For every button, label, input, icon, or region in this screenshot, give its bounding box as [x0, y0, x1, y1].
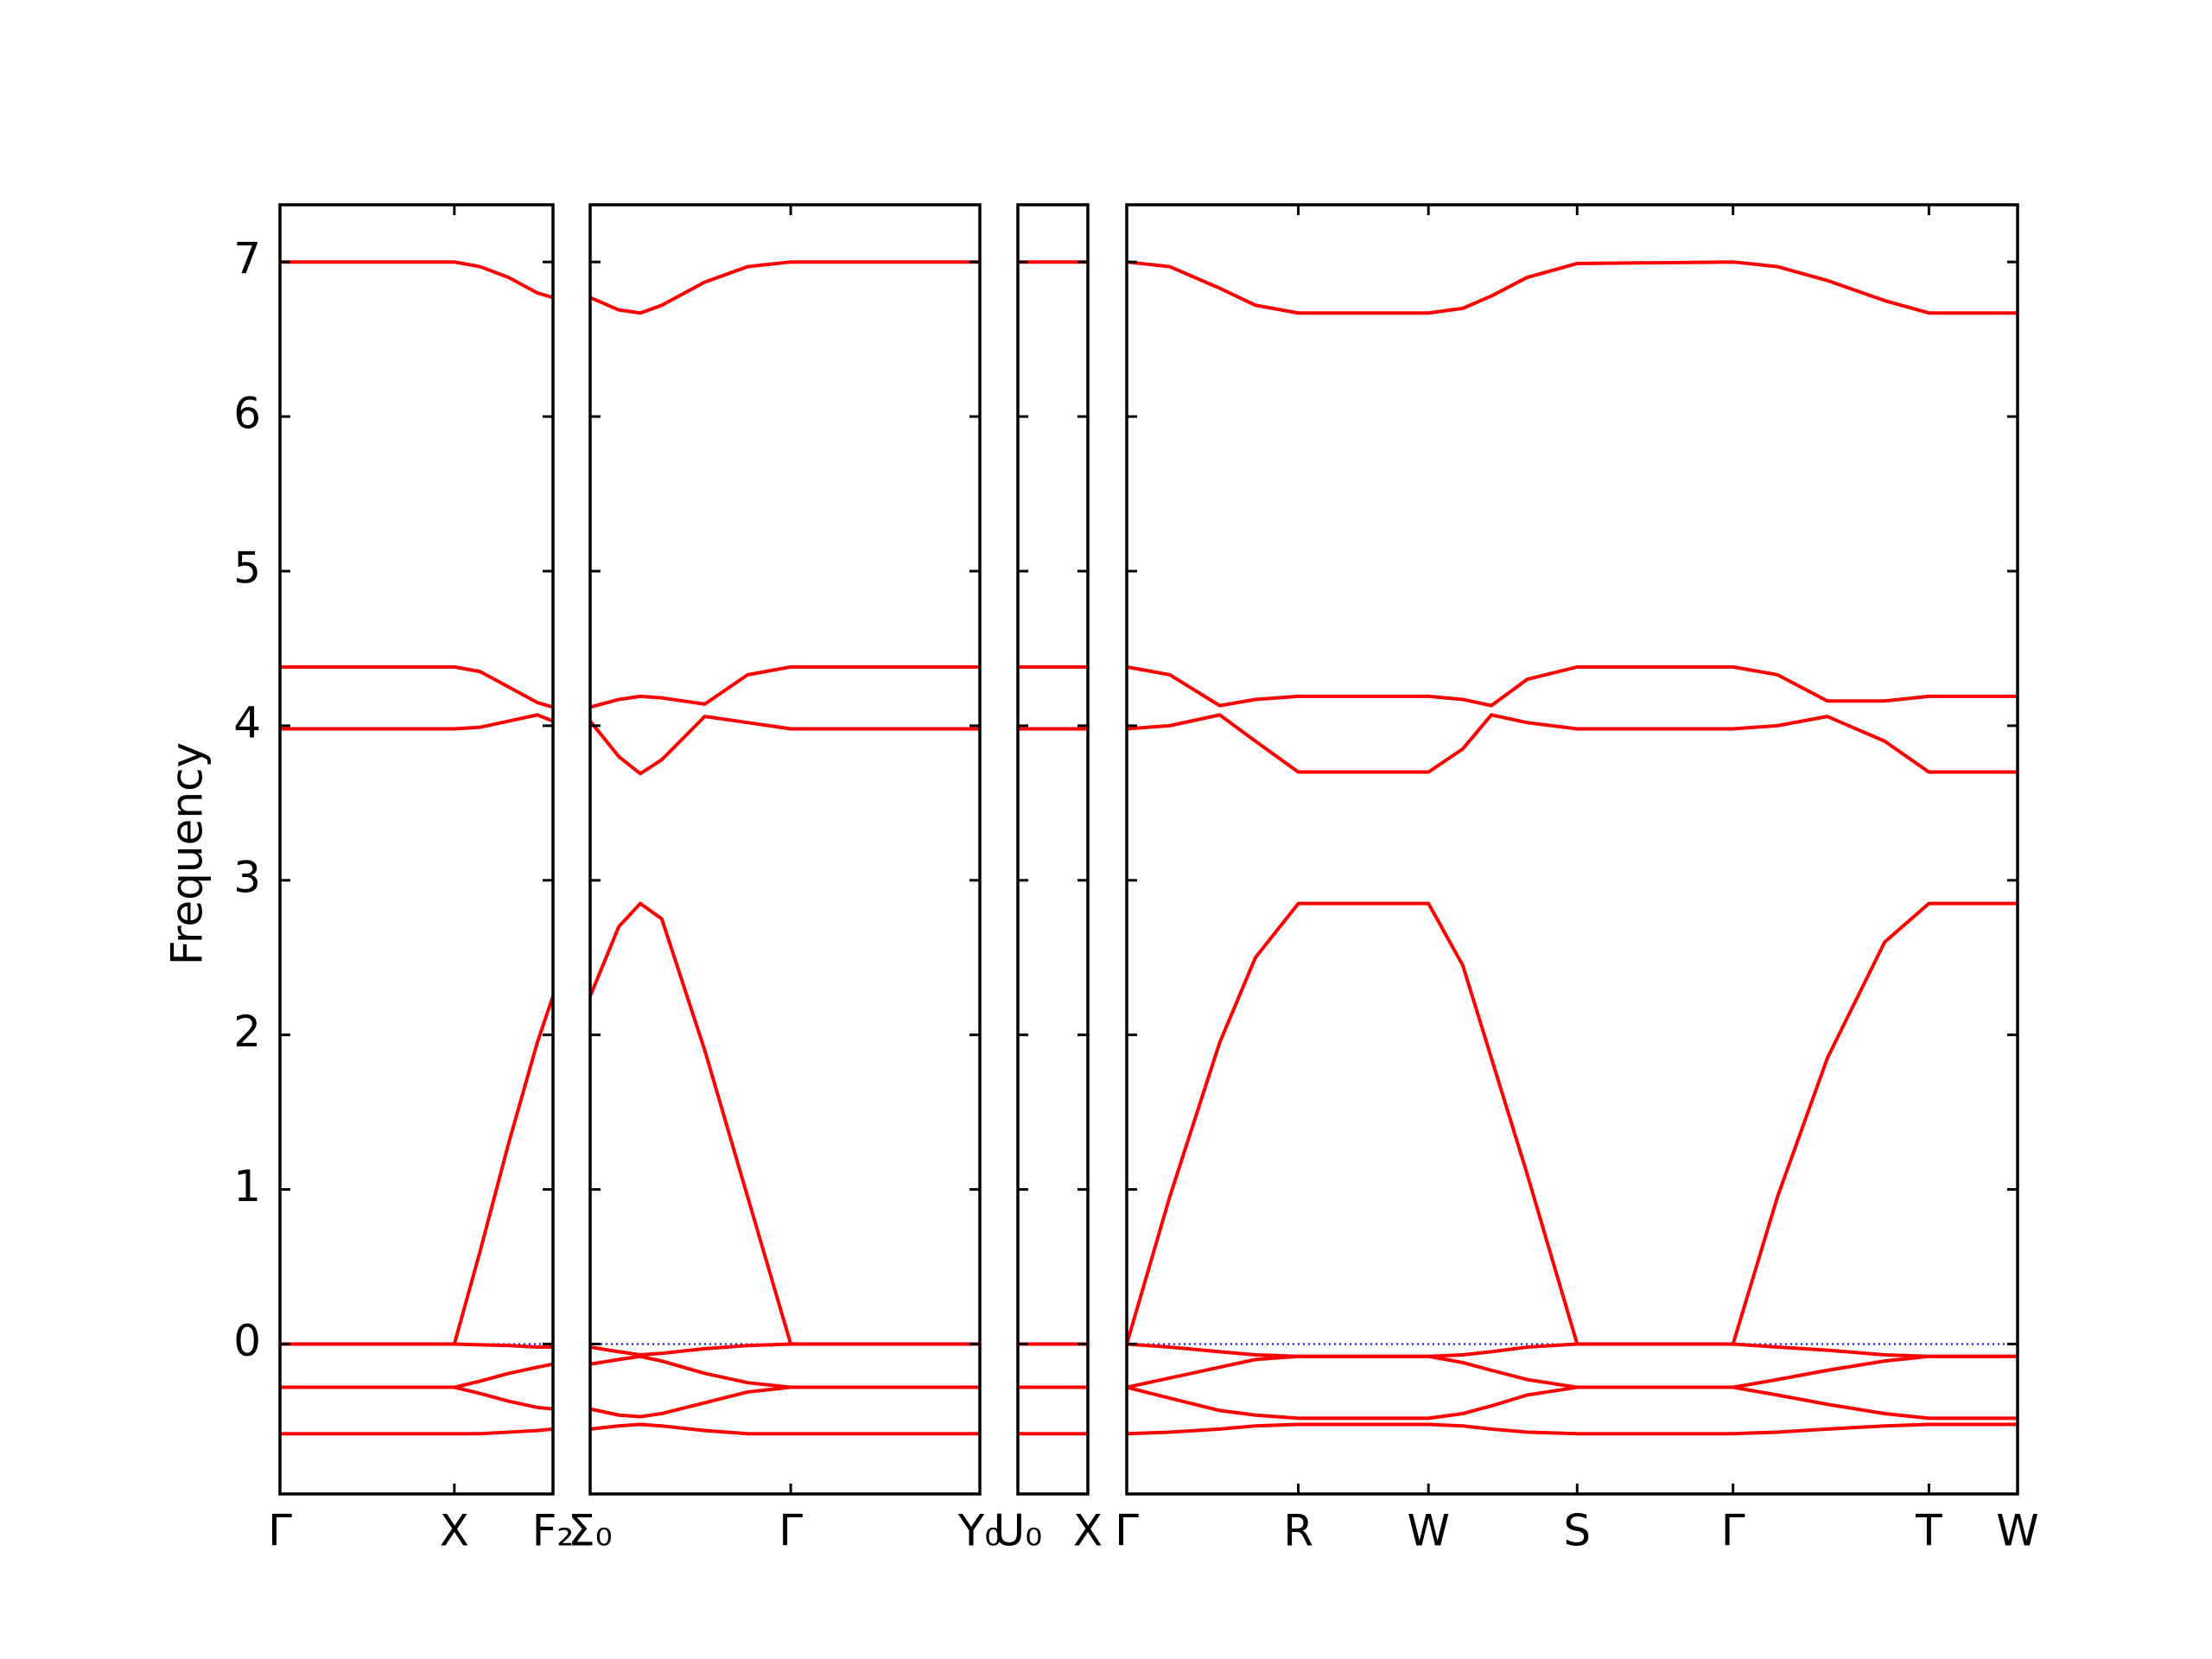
band-line — [1126, 713, 2018, 774]
x-tick-label: Y₀ — [957, 1506, 1002, 1556]
band-line — [588, 901, 980, 1346]
x-tick-label: S — [1563, 1506, 1591, 1556]
y-tick-label: 1 — [233, 1161, 261, 1211]
x-tick-label: Γ — [1721, 1506, 1745, 1556]
band-line — [1126, 664, 2018, 708]
band-line — [589, 1422, 980, 1436]
band-line — [1125, 901, 2018, 1346]
band-line — [589, 260, 980, 315]
band-line — [280, 1385, 554, 1411]
band-line — [589, 1385, 980, 1419]
band-line — [280, 995, 555, 1346]
x-tick-label: W — [1996, 1506, 2038, 1556]
x-tick-label: T — [1915, 1506, 1942, 1556]
x-tick-label: Γ — [1115, 1506, 1139, 1556]
x-tick-label: Γ — [779, 1506, 803, 1556]
band-line — [588, 715, 980, 776]
band-line — [280, 1362, 554, 1389]
y-tick-label: 3 — [233, 852, 261, 902]
band-line — [280, 1342, 553, 1350]
x-tick-label: F₂ — [532, 1506, 575, 1556]
x-tick-label: Γ — [268, 1506, 292, 1556]
band-line — [1126, 1354, 2018, 1389]
band-line — [589, 664, 980, 709]
axes-frame — [1016, 203, 1090, 1496]
y-tick-label: 7 — [233, 234, 261, 284]
band-line — [280, 260, 554, 300]
x-tick-label: U₀ — [994, 1506, 1043, 1556]
band-line — [1126, 1422, 2018, 1436]
band-line — [589, 1354, 980, 1389]
band-line — [1126, 1342, 2018, 1358]
y-tick-label: 2 — [233, 1007, 261, 1057]
y-tick-label: 0 — [233, 1316, 261, 1366]
y-tick-label: 5 — [233, 543, 261, 593]
y-tick-label: 4 — [233, 697, 261, 747]
axes-frame — [588, 203, 982, 1496]
band-line — [1126, 260, 2018, 315]
x-tick-label: X — [440, 1506, 469, 1556]
band-line — [280, 1427, 554, 1436]
band-line — [280, 664, 554, 709]
band-line — [1126, 1385, 2018, 1421]
axes-frame — [278, 203, 555, 1496]
x-tick-label: X — [1073, 1506, 1103, 1556]
x-tick-label: R — [1283, 1506, 1313, 1556]
x-tick-label: Σ₀ — [568, 1506, 613, 1556]
y-axis-label: Frequency — [162, 742, 213, 965]
x-tick-label: W — [1407, 1506, 1449, 1556]
band-line — [589, 1342, 980, 1357]
y-tick-label: 6 — [233, 389, 261, 439]
band-line — [280, 713, 554, 731]
axes-frame — [1125, 203, 2019, 1496]
